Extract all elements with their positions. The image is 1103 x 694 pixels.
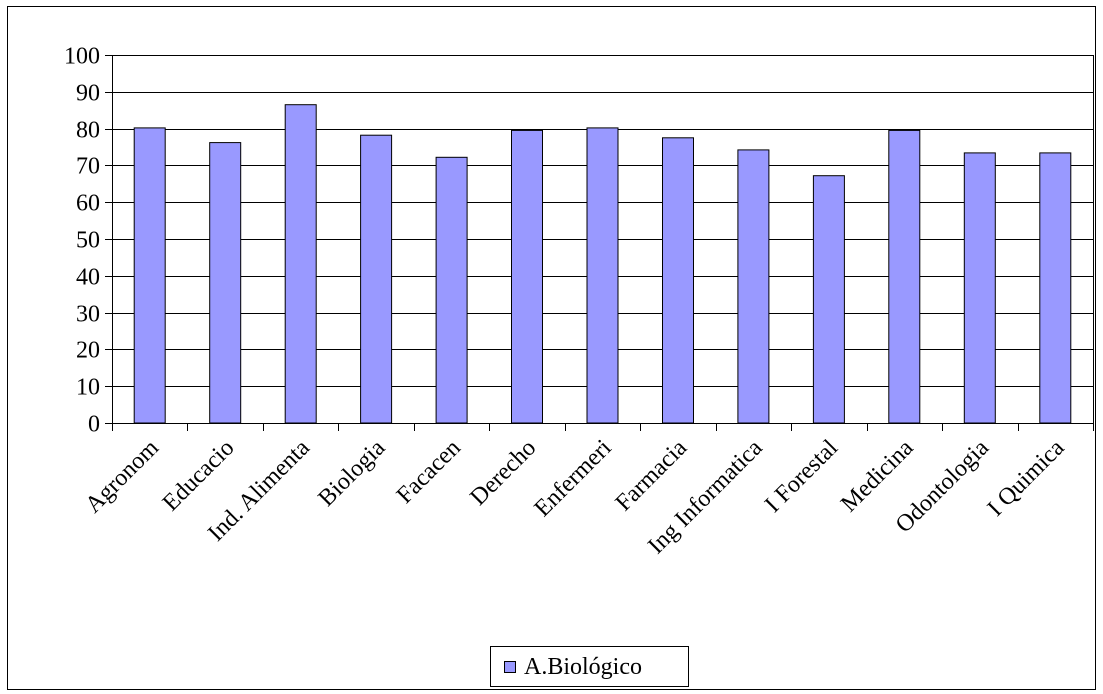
bar [511, 129, 543, 424]
y-tick-label: 10 [76, 375, 100, 401]
bar [284, 104, 317, 424]
legend-swatch [504, 661, 516, 673]
bar [360, 134, 393, 424]
y-tick-label: 100 [64, 44, 100, 70]
legend: A.Biológico [490, 646, 689, 687]
y-tick-label: 60 [76, 191, 100, 217]
bar [133, 127, 166, 424]
bar [888, 129, 921, 424]
y-tick-label: 70 [76, 154, 100, 180]
bar [209, 142, 242, 424]
bar [963, 152, 996, 424]
x-tick-label: Agronom [81, 435, 165, 519]
bar [812, 175, 845, 424]
bar [662, 137, 694, 424]
bar [1039, 152, 1072, 424]
y-tick-label: 80 [76, 118, 100, 144]
axes [105, 55, 1094, 431]
y-tick-label: 20 [76, 338, 100, 364]
y-tick-label: 40 [76, 265, 100, 291]
x-tick-label: I Forestal [760, 435, 843, 518]
y-tick-label: 30 [76, 302, 100, 328]
bar [586, 127, 619, 424]
y-tick-labels: 0 10 20 30 40 50 60 70 80 90 100 [64, 44, 100, 438]
bars [133, 104, 1072, 424]
y-tick-label: 50 [76, 228, 100, 254]
y-tick-label: 0 [88, 412, 100, 438]
bar [737, 149, 770, 424]
x-tick-label: Derecho [465, 435, 541, 511]
bar [435, 156, 468, 424]
legend-label: A.Biológico [524, 654, 642, 680]
x-tick-label: I Quimica [983, 435, 1070, 522]
x-tick-label: Enfermeri [530, 435, 617, 522]
x-tick-label: Facacen [392, 435, 466, 509]
x-tick-label: Biologia [314, 435, 391, 512]
y-tick-label: 90 [76, 81, 100, 107]
